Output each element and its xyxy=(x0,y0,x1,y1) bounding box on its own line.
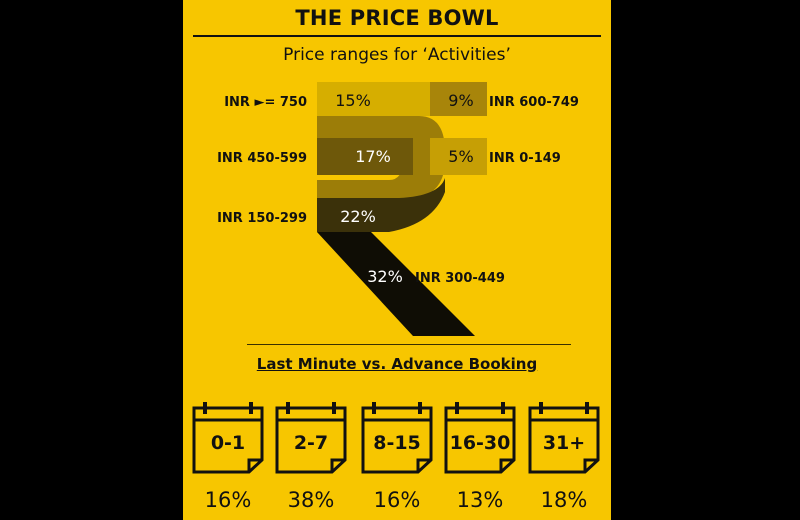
rupee-band-4 xyxy=(430,138,487,175)
rupee-band-2 xyxy=(430,82,487,116)
booking-percentage: 13% xyxy=(456,488,504,512)
booking-percentage: 16% xyxy=(204,488,252,512)
section-divider xyxy=(247,344,571,345)
booking-percentage: 18% xyxy=(540,488,588,512)
booking-percentage: 38% xyxy=(287,488,335,512)
booking-section-title: Last Minute vs. Advance Booking xyxy=(256,355,538,373)
category-label: 16-30 xyxy=(449,432,511,454)
slice-label: INR 0-149 xyxy=(489,151,561,166)
title-divider xyxy=(193,35,601,37)
slice-label: INR 600-749 xyxy=(489,95,579,110)
slice-label: INR 450-599 xyxy=(217,151,307,166)
category-label: 8-15 xyxy=(373,432,421,454)
slice-value: 15% xyxy=(335,91,371,110)
slice-value: 32% xyxy=(367,267,403,286)
calendar-icon: 0-1 xyxy=(191,402,265,474)
category-label: 31+ xyxy=(542,432,586,454)
calendar-icon: 31+ xyxy=(527,402,601,474)
infographic-panel: THE PRICE BOWL Price ranges for ‘Activit… xyxy=(183,0,611,520)
rupee-bowl xyxy=(317,116,445,200)
category-label: 0-1 xyxy=(210,432,246,454)
slice-value: 22% xyxy=(340,207,376,226)
slice-value: 9% xyxy=(448,91,473,110)
rupee-leg xyxy=(317,232,475,336)
rupee-lower-curve xyxy=(317,178,445,232)
calendar-icon: 2-7 xyxy=(274,402,348,474)
slice-label: INR 150-299 xyxy=(217,211,307,226)
calendar-icon: 16-30 xyxy=(443,402,517,474)
chart-subtitle: Price ranges for ‘Activities’ xyxy=(283,45,511,65)
slice-value: 5% xyxy=(448,147,473,166)
page-title: THE PRICE BOWL xyxy=(295,6,499,30)
slice-label: INR 300-449 xyxy=(415,271,505,286)
rupee-price-chart: INR ►= 750 15% 9% INR 600-749 INR 450-59… xyxy=(217,82,579,336)
slice-value: 17% xyxy=(355,147,391,166)
calendar-icon: 8-15 xyxy=(360,402,434,474)
slice-label: INR ►= 750 xyxy=(224,95,307,110)
booking-percentage: 16% xyxy=(373,488,421,512)
rupee-band-3 xyxy=(317,138,413,175)
category-label: 2-7 xyxy=(293,432,329,454)
